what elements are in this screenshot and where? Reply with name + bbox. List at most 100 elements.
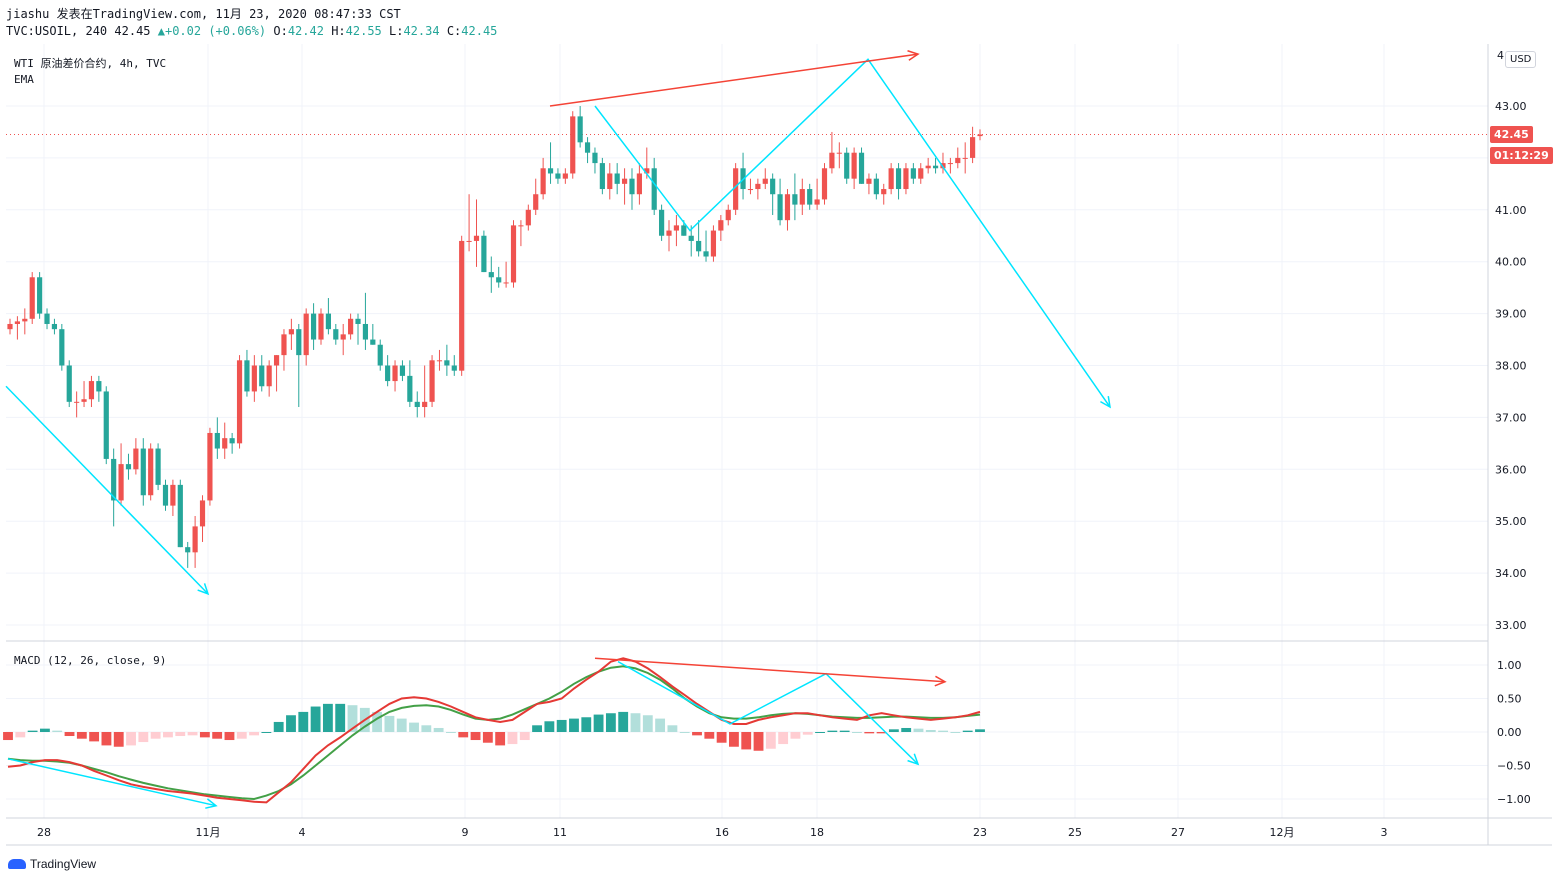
candle-body [725, 209, 731, 221]
histogram-bar [544, 721, 555, 732]
candle-body [807, 189, 813, 205]
candle-body [770, 178, 776, 195]
candle-body [51, 323, 58, 330]
low-label: L: [389, 24, 404, 38]
histogram-bar [187, 732, 198, 736]
candle-body [266, 365, 272, 387]
candle-body [792, 194, 798, 205]
histogram-bar [421, 725, 432, 732]
candle-body [955, 157, 961, 164]
histogram-bar [532, 725, 542, 732]
candle-body [414, 401, 420, 408]
candle-body [399, 365, 406, 376]
macd-tick-label: 1.00 [1497, 659, 1522, 672]
histogram-bar [852, 732, 862, 733]
candle-body [236, 360, 243, 444]
candle-body [259, 365, 265, 387]
histogram-bar [384, 715, 395, 732]
histogram-bar [605, 713, 616, 732]
histogram-bar [593, 714, 604, 732]
histogram-bar [249, 732, 259, 736]
ema-legend[interactable]: EMA [14, 73, 34, 86]
histogram-bar [864, 732, 875, 734]
macd-legend[interactable]: MACD (12, 26, close, 9) [14, 654, 167, 667]
histogram-bar [175, 732, 186, 737]
candle-body [895, 168, 902, 190]
histogram-bar [741, 732, 752, 750]
histogram-bar [667, 725, 678, 732]
candle-body [385, 365, 391, 382]
histogram-bar [962, 730, 973, 732]
candle-body [496, 277, 502, 283]
candle-body [644, 168, 650, 174]
candle-body [74, 401, 80, 403]
symbol-name[interactable]: TVC:USOIL, 240 [6, 24, 108, 38]
histogram-bar [704, 732, 715, 739]
macd-tick-label: −1.00 [1497, 793, 1531, 806]
red-trendline-arrow [549, 53, 919, 107]
candle-body [29, 277, 35, 319]
red-macd-divergence [594, 657, 946, 683]
time-tick-label: 25 [1068, 826, 1082, 839]
candle-body [659, 209, 665, 236]
histogram-bar [692, 732, 702, 736]
last-price: 42.45 [114, 24, 151, 38]
candle-body [592, 152, 598, 164]
tradingview-logo[interactable]: TradingView [8, 857, 96, 871]
candle-body [222, 438, 228, 449]
histogram-bar [396, 718, 407, 732]
candle-body [325, 313, 331, 330]
candle-body [125, 464, 132, 470]
histogram-bar [126, 732, 136, 746]
axes: 33.0034.0035.0036.0037.0038.0039.0040.00… [6, 44, 1552, 846]
candle-body [162, 484, 169, 506]
candle-body [614, 173, 620, 184]
price-tick-label: 41.00 [1495, 204, 1527, 217]
histogram-bar [556, 719, 567, 732]
currency-button[interactable]: USD [1505, 51, 1537, 68]
series-legend[interactable]: WTI 原油差价合约, 4h, TVC [14, 57, 167, 70]
candle-body [651, 168, 657, 210]
candle-body [873, 178, 879, 195]
candle-body [444, 360, 450, 366]
candle-body [710, 230, 717, 257]
candle-body [910, 168, 916, 179]
candle-body [7, 323, 13, 330]
close-value: 42.45 [461, 24, 498, 38]
histogram-bar [39, 728, 50, 732]
candle-body [148, 448, 154, 496]
candle-body [192, 526, 198, 553]
candle-body [429, 360, 435, 402]
candle-body [784, 194, 791, 221]
candle-body [281, 334, 287, 356]
macd-tick-label: 0.50 [1497, 693, 1522, 706]
publication-info: jiashu 发表在TradingView.com, 11月 23, 2020 … [6, 7, 401, 21]
candle-body [177, 484, 183, 548]
candle-body [88, 381, 95, 400]
candle-body [814, 199, 820, 205]
histogram-bar [52, 730, 63, 732]
candle-body [199, 500, 206, 527]
tradingview-cloud-icon [8, 859, 26, 869]
candle-body [932, 165, 939, 169]
candle-body [636, 173, 642, 195]
logo-text: TradingView [30, 857, 97, 871]
histogram-bar [655, 718, 666, 732]
time-tick-label: 27 [1171, 826, 1185, 839]
histogram-bar [507, 732, 518, 745]
candle-body [459, 240, 465, 371]
candle-body [533, 194, 539, 210]
time-tick-label: 4 [299, 826, 306, 839]
cyan-arrowhead [907, 753, 920, 766]
candle-body [547, 168, 554, 174]
candle-body [599, 163, 605, 190]
candle-body [584, 142, 591, 153]
histogram-bar [495, 732, 506, 746]
candle-body [340, 334, 346, 340]
candle-body [481, 235, 487, 273]
close-label: C: [446, 24, 462, 38]
candle-body [436, 360, 443, 362]
histogram-bar [335, 703, 346, 732]
histogram-bar [322, 703, 333, 732]
